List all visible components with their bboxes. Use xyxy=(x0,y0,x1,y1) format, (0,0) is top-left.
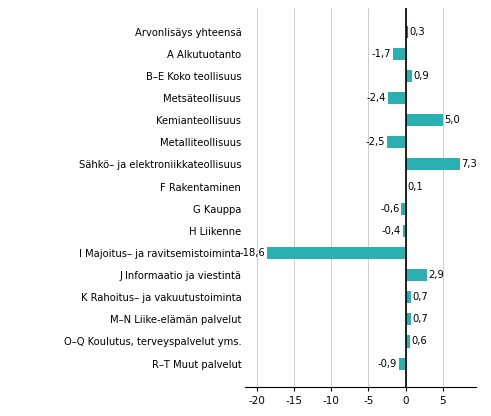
Text: -2,4: -2,4 xyxy=(367,93,386,103)
Text: 0,7: 0,7 xyxy=(412,314,428,324)
Bar xyxy=(393,48,406,60)
Text: 0,1: 0,1 xyxy=(408,181,424,191)
Bar xyxy=(267,247,406,259)
Bar xyxy=(401,203,406,215)
Text: 0,6: 0,6 xyxy=(411,337,427,347)
Text: -18,6: -18,6 xyxy=(240,248,266,258)
Bar xyxy=(406,158,460,171)
Bar xyxy=(406,335,410,347)
Text: 0,3: 0,3 xyxy=(409,27,425,37)
Text: -2,5: -2,5 xyxy=(366,137,385,147)
Bar xyxy=(406,25,408,38)
Text: -0,4: -0,4 xyxy=(382,226,401,236)
Text: 7,3: 7,3 xyxy=(462,159,477,169)
Text: 5,0: 5,0 xyxy=(444,115,460,125)
Text: 2,9: 2,9 xyxy=(429,270,444,280)
Bar xyxy=(406,269,427,281)
Text: 0,7: 0,7 xyxy=(412,292,428,302)
Text: -0,6: -0,6 xyxy=(380,204,400,214)
Bar xyxy=(388,92,406,104)
Bar xyxy=(406,114,443,126)
Bar xyxy=(399,357,406,370)
Text: 0,9: 0,9 xyxy=(414,71,430,81)
Bar xyxy=(387,136,406,149)
Text: -0,9: -0,9 xyxy=(378,359,397,369)
Text: -1,7: -1,7 xyxy=(372,49,391,59)
Bar xyxy=(403,225,406,237)
Bar xyxy=(406,313,411,325)
Bar xyxy=(406,70,412,82)
Bar xyxy=(406,291,411,303)
